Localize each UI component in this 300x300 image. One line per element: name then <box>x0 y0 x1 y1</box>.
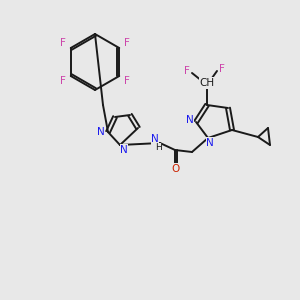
Text: N: N <box>97 127 105 137</box>
Text: N: N <box>120 145 128 155</box>
Text: CH: CH <box>200 78 214 88</box>
Text: F: F <box>60 76 66 85</box>
Text: N: N <box>186 115 194 125</box>
Text: N: N <box>151 134 159 144</box>
Text: F: F <box>124 38 130 49</box>
Text: F: F <box>124 76 130 85</box>
Text: N: N <box>206 138 214 148</box>
Text: F: F <box>60 38 66 49</box>
Text: O: O <box>171 164 179 174</box>
Text: F: F <box>184 66 190 76</box>
Text: F: F <box>219 64 225 74</box>
Text: H: H <box>154 143 161 152</box>
